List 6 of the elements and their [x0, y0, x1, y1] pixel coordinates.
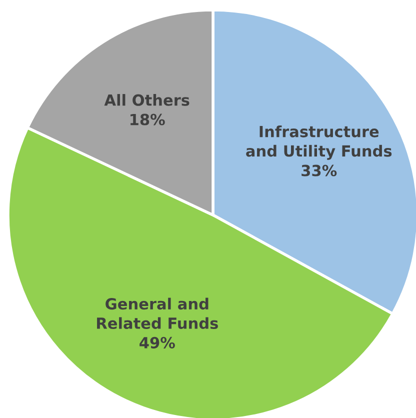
slice-label: General and Related Funds	[97, 298, 218, 330]
data-label: 49%	[140, 336, 175, 348]
slice-label: All Others	[104, 94, 190, 106]
data-label: 33%	[302, 164, 337, 176]
data-label: 18%	[130, 114, 165, 126]
slice-label: Infrastructure and Utility Funds	[246, 126, 392, 160]
